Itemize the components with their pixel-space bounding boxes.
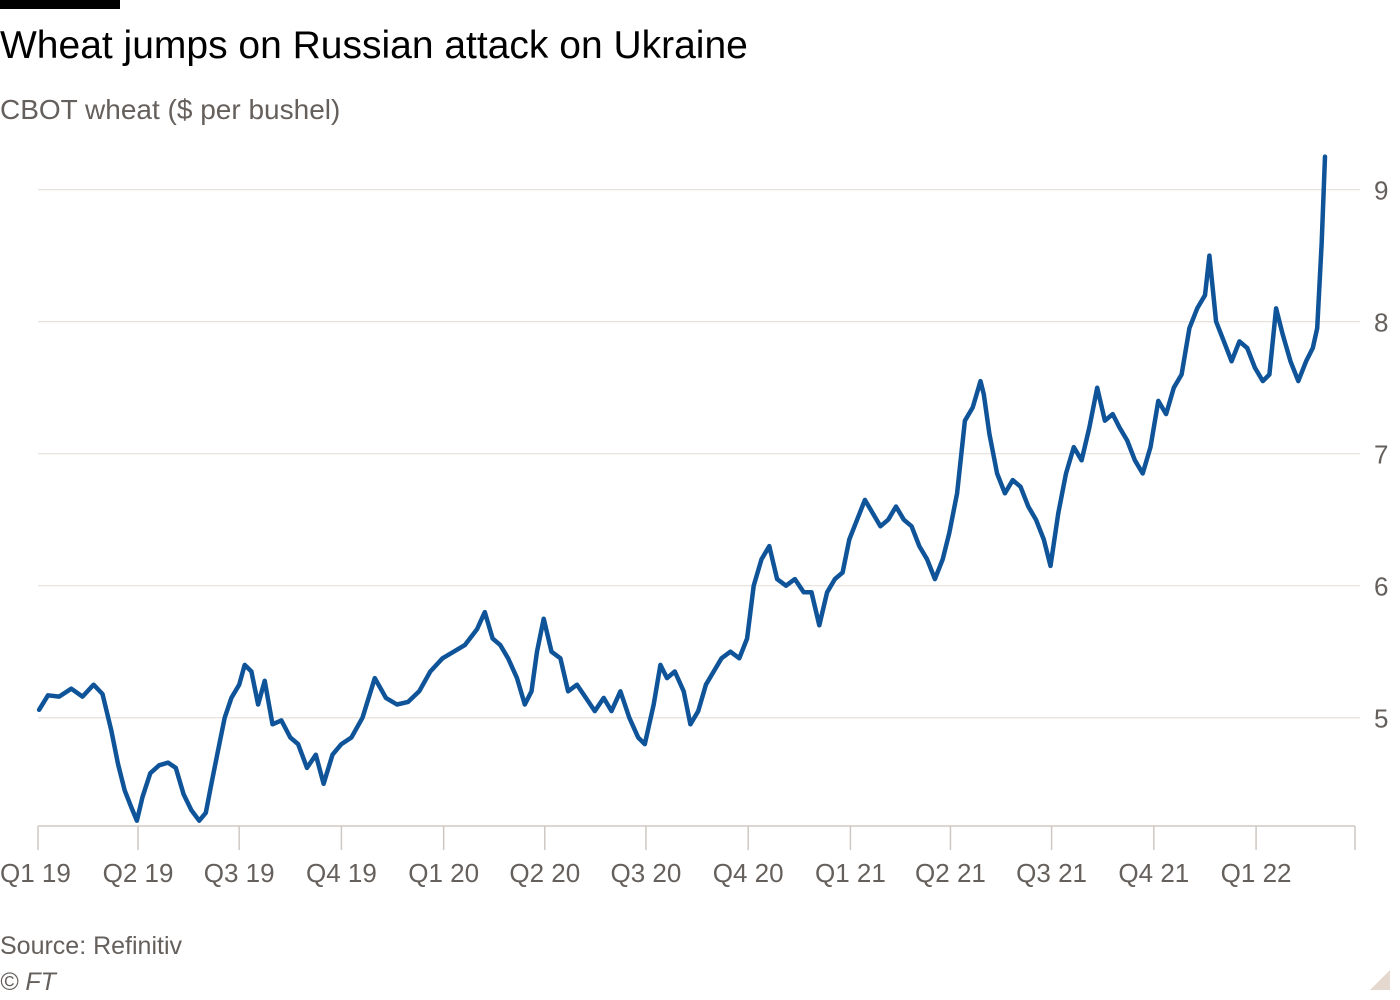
x-axis: Q1 19 Q2 19 Q3 19 Q4 19 Q1 20 Q2 20 Q3 20 Q4 20…	[0, 825, 1356, 888]
x-tick-label: Q3 20	[611, 858, 682, 888]
x-tick-label: Q2 19	[103, 858, 174, 888]
x-tick-label: Q2 21	[915, 858, 986, 888]
y-tick-label: 6	[1374, 572, 1388, 602]
y-tick-label: 9	[1374, 176, 1388, 206]
x-tick-label: Q1 19	[0, 858, 71, 888]
y-tick-label: 7	[1374, 440, 1388, 470]
x-tick-label: Q3 21	[1016, 858, 1087, 888]
series-group	[36, 154, 1328, 823]
chart-title: Wheat jumps on Russian attack on Ukraine	[0, 24, 748, 67]
x-tick-label: Q4 19	[306, 858, 377, 888]
y-tick-label: 5	[1374, 704, 1388, 734]
x-tick-label: Q1 20	[408, 858, 479, 888]
x-tick-label: Q1 22	[1221, 858, 1292, 888]
x-tick-label: Q4 20	[713, 858, 784, 888]
y-tick-label: 8	[1374, 308, 1388, 338]
y-axis: 5 6 7 8 9	[1374, 176, 1388, 734]
x-tick-label: Q3 19	[204, 858, 275, 888]
copyright-note: © FT	[0, 968, 56, 996]
x-tick-label: Q2 20	[509, 858, 580, 888]
brand-bar	[0, 0, 120, 9]
corner-mark	[1370, 970, 1390, 990]
source-note: Source: Refinitiv	[0, 932, 183, 960]
grid-lines	[38, 189, 1360, 719]
x-tick-label: Q1 21	[815, 858, 886, 888]
chart-subtitle: CBOT wheat ($ per bushel)	[0, 94, 341, 125]
series-line	[36, 154, 1328, 823]
x-tick-label: Q4 21	[1118, 858, 1189, 888]
